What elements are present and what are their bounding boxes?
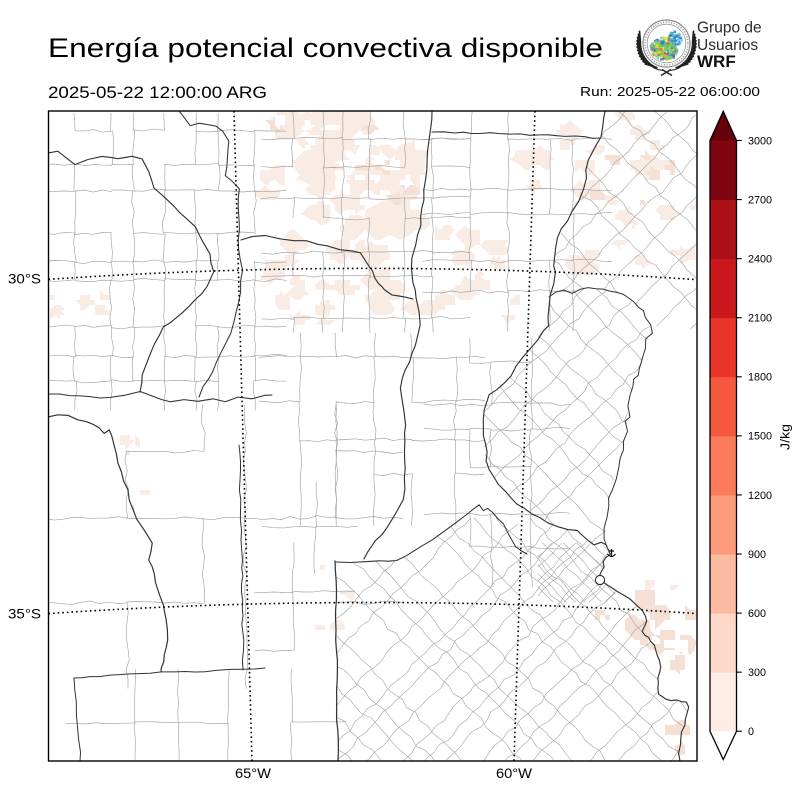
svg-text:60°W: 60°W [496,766,532,781]
svg-text:600: 600 [748,608,766,620]
svg-text:Run: 2025-05-22 06:00:00: Run: 2025-05-22 06:00:00 [580,84,760,99]
svg-text:0: 0 [748,726,754,738]
svg-text:300: 300 [748,667,766,679]
svg-text:Grupo de: Grupo de [697,20,762,37]
svg-text:2100: 2100 [748,313,772,325]
svg-text:35°S: 35°S [8,607,41,622]
svg-text:1500: 1500 [748,431,772,443]
svg-text:30°S: 30°S [8,272,41,287]
svg-text:Energía potencial convectiva d: Energía potencial convectiva disponible [48,33,603,63]
svg-text:1800: 1800 [748,372,772,384]
svg-text:65°W: 65°W [235,766,271,781]
svg-text:J/kg: J/kg [778,424,793,450]
svg-text:2025-05-22 12:00:00 ARG: 2025-05-22 12:00:00 ARG [48,84,267,102]
svg-text:2700: 2700 [748,194,772,206]
svg-text:2400: 2400 [748,253,772,265]
svg-text:1200: 1200 [748,490,772,502]
svg-text:Usuarios: Usuarios [697,37,758,54]
svg-text:WRF: WRF [697,52,736,71]
svg-text:3000: 3000 [748,135,772,147]
svg-text:900: 900 [748,549,766,561]
